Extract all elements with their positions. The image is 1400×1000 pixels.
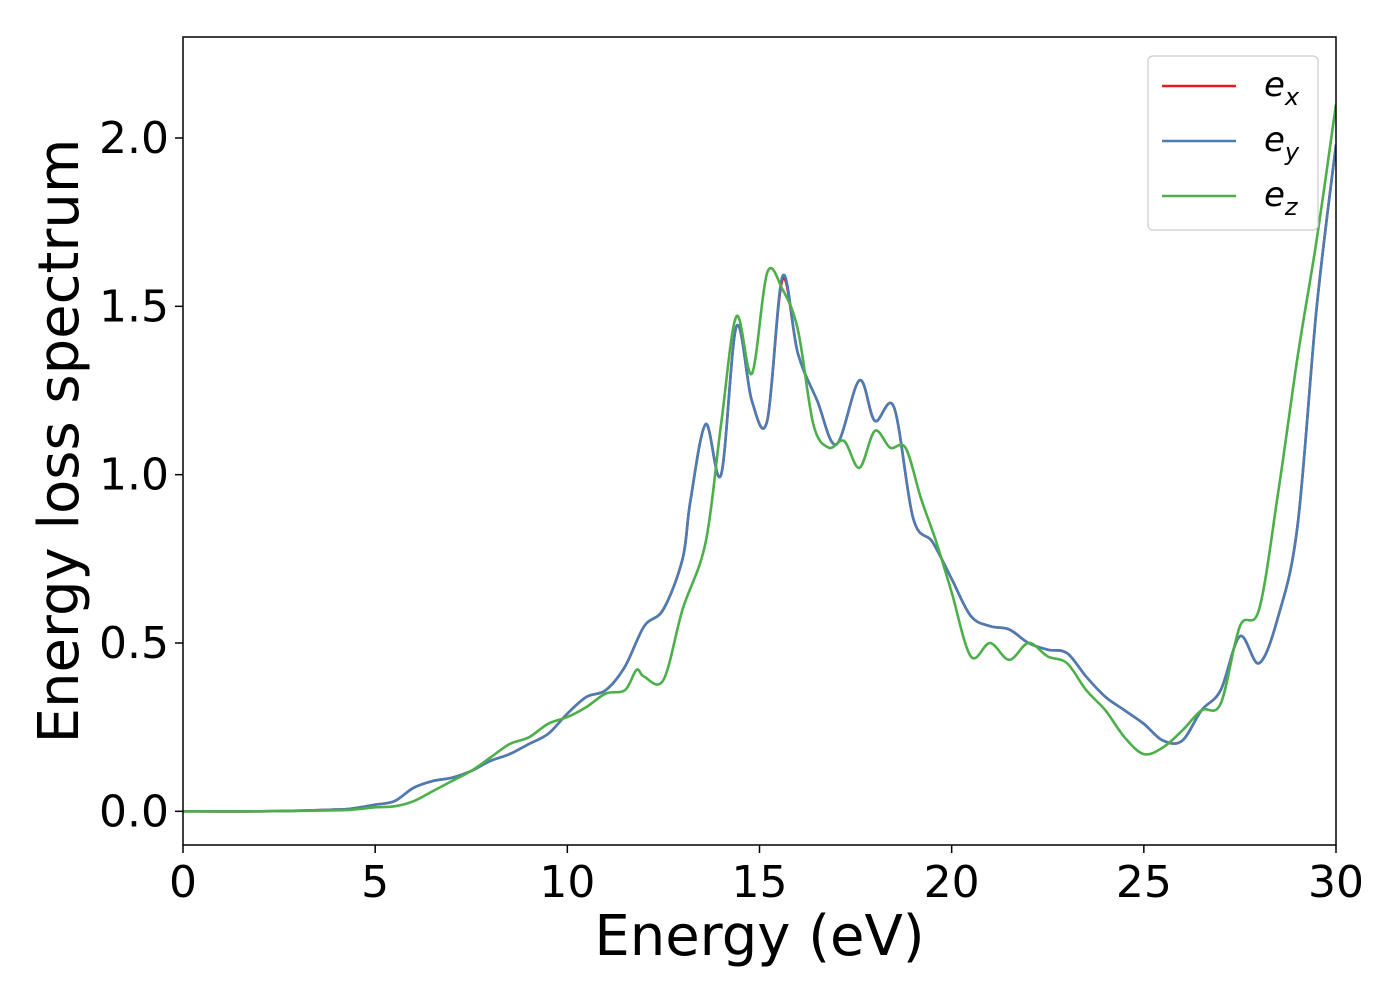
x-tick-label: 15 xyxy=(732,857,788,908)
legend: ex ey ez xyxy=(1147,55,1319,231)
x-tick-label: 30 xyxy=(1308,857,1364,908)
series-line-y xyxy=(183,144,1336,813)
y-tick-label: 2.0 xyxy=(99,113,169,164)
y-tick-label: 0.0 xyxy=(99,786,169,837)
legend-box xyxy=(1147,55,1319,231)
x-tick-label: 25 xyxy=(1116,857,1172,908)
legend-label-y: ey xyxy=(1264,120,1300,166)
x-tick-label: 5 xyxy=(361,857,389,908)
x-tick-label: 10 xyxy=(539,857,595,908)
legend-label-x: ex xyxy=(1264,65,1300,111)
y-tick-label: 1.0 xyxy=(99,450,169,501)
x-tick-label: 20 xyxy=(924,857,980,908)
y-tick-label: 0.5 xyxy=(99,618,169,669)
y-axis-label: Energy loss spectrum xyxy=(27,139,92,744)
series-layer xyxy=(183,104,1336,813)
x-axis-label: Energy (eV) xyxy=(594,904,924,969)
y-axis: 0.0 0.5 1.0 1.5 2.0 xyxy=(99,113,183,837)
y-tick-label: 1.5 xyxy=(99,281,169,332)
legend-label-z: ez xyxy=(1264,175,1299,221)
x-tick-label: 0 xyxy=(169,857,197,908)
x-axis: 0 5 10 15 20 25 30 xyxy=(169,845,1364,908)
series-line-z xyxy=(183,104,1336,813)
series-line-x xyxy=(183,144,1336,813)
